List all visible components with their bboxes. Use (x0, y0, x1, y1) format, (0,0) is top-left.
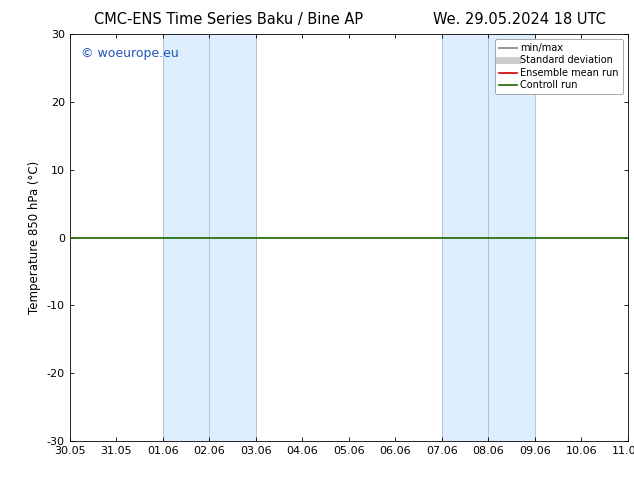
Y-axis label: Temperature 850 hPa (°C): Temperature 850 hPa (°C) (28, 161, 41, 314)
Bar (488, 34, 534, 441)
Legend: min/max, Standard deviation, Ensemble mean run, Controll run: min/max, Standard deviation, Ensemble me… (495, 39, 623, 94)
Text: © woeurope.eu: © woeurope.eu (81, 47, 179, 59)
Bar (209, 34, 256, 441)
Bar (442, 34, 488, 441)
Bar (163, 34, 209, 441)
Text: CMC-ENS Time Series Baku / Bine AP: CMC-ENS Time Series Baku / Bine AP (94, 12, 363, 27)
Text: We. 29.05.2024 18 UTC: We. 29.05.2024 18 UTC (434, 12, 606, 27)
